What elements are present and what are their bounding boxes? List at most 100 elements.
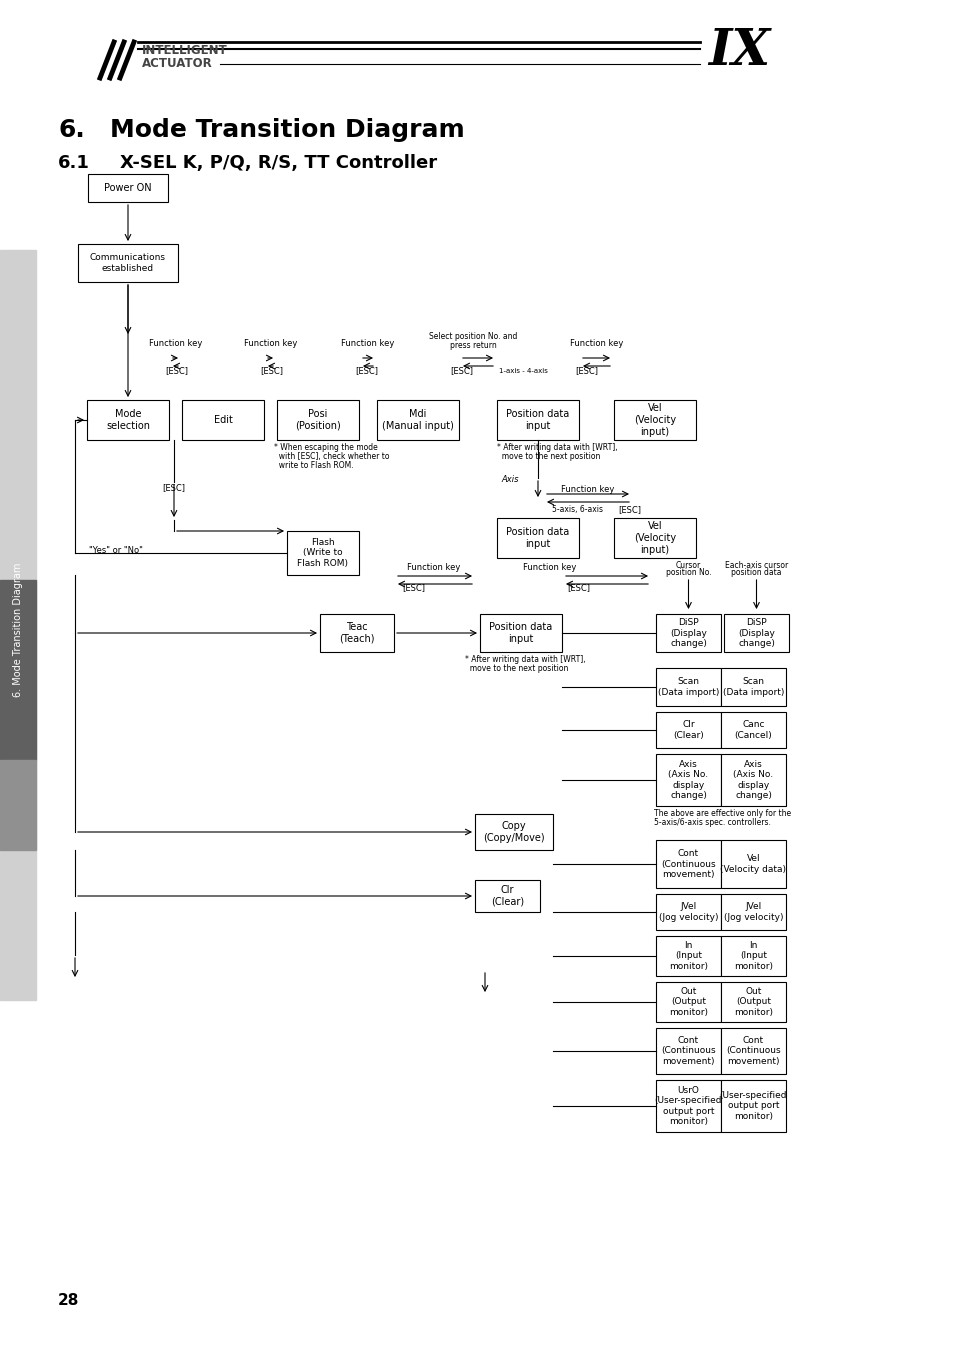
Text: Position data
input: Position data input	[506, 409, 569, 431]
Text: write to Flash ROM.: write to Flash ROM.	[274, 460, 354, 470]
Text: with [ESC], check whether to: with [ESC], check whether to	[274, 452, 389, 460]
Text: [ESC]: [ESC]	[162, 483, 185, 491]
Text: * When escaping the mode: * When escaping the mode	[274, 443, 377, 452]
Text: position data: position data	[731, 568, 781, 576]
Text: 6.1: 6.1	[58, 154, 90, 171]
Text: X-SEL K, P/Q, R/S, TT Controller: X-SEL K, P/Q, R/S, TT Controller	[120, 154, 436, 171]
Text: Position data
input: Position data input	[489, 622, 552, 644]
Text: Cont
(Continuous
movement): Cont (Continuous movement)	[660, 1035, 715, 1066]
Text: move to the next position: move to the next position	[464, 664, 568, 674]
Text: JVel
(Jog velocity): JVel (Jog velocity)	[723, 902, 782, 922]
Text: Out
(Output
monitor): Out (Output monitor)	[668, 987, 707, 1017]
Bar	[720, 981, 785, 1022]
Text: press return: press return	[449, 342, 496, 350]
Bar	[720, 840, 785, 888]
Bar	[78, 244, 178, 282]
Bar	[479, 614, 561, 652]
Text: Position data
input: Position data input	[506, 528, 569, 549]
Bar	[656, 894, 720, 930]
Text: Clr
(Clear): Clr (Clear)	[491, 886, 523, 907]
Text: Mode Transition Diagram: Mode Transition Diagram	[110, 117, 464, 142]
Bar	[656, 614, 720, 652]
Text: Clr
(Clear): Clr (Clear)	[673, 721, 703, 740]
Text: In
(Input
monitor): In (Input monitor)	[668, 941, 707, 971]
Text: Communications
established: Communications established	[90, 254, 166, 273]
Text: IX: IX	[707, 27, 769, 76]
Text: ACTUATOR: ACTUATOR	[142, 57, 213, 70]
Bar	[656, 840, 720, 888]
Bar	[656, 981, 720, 1022]
Text: UsrO
(User-specified
output port
monitor): UsrO (User-specified output port monitor…	[654, 1085, 721, 1126]
Text: Mode
selection: Mode selection	[106, 409, 150, 431]
Text: In
(Input
monitor): In (Input monitor)	[733, 941, 772, 971]
Bar	[287, 531, 358, 575]
Text: Function key: Function key	[569, 339, 622, 348]
Text: INTELLIGENT: INTELLIGENT	[142, 45, 228, 57]
Bar	[720, 755, 785, 806]
Text: Axis
(Axis No.
display
change): Axis (Axis No. display change)	[668, 760, 708, 801]
Text: Cont
(Continuous
movement): Cont (Continuous movement)	[725, 1035, 780, 1066]
Text: [ESC]: [ESC]	[355, 366, 378, 375]
Bar	[656, 755, 720, 806]
Text: [ESC]: [ESC]	[566, 583, 589, 593]
Text: DiSP
(Display
change): DiSP (Display change)	[738, 618, 774, 648]
Text: Cursor: Cursor	[675, 562, 700, 570]
Text: move to the next position: move to the next position	[497, 452, 599, 460]
Text: Function key: Function key	[341, 339, 395, 348]
Bar	[614, 518, 696, 558]
Text: (User-specified
output port
monitor): (User-specified output port monitor)	[719, 1091, 786, 1120]
Bar	[88, 174, 168, 202]
Bar	[497, 400, 578, 440]
Text: Edit: Edit	[213, 414, 233, 425]
Text: Copy
(Copy/Move): Copy (Copy/Move)	[482, 821, 544, 842]
Text: The above are effective only for the: The above are effective only for the	[654, 809, 790, 818]
Text: [ESC]: [ESC]	[618, 505, 640, 514]
Text: Vel
(Velocity
input): Vel (Velocity input)	[634, 404, 676, 436]
Bar	[720, 936, 785, 976]
Text: 6. Mode Transition Diagram: 6. Mode Transition Diagram	[13, 563, 23, 697]
Bar	[723, 614, 788, 652]
Text: JVel
(Jog velocity): JVel (Jog velocity)	[659, 902, 718, 922]
Bar	[319, 614, 394, 652]
Bar	[182, 400, 264, 440]
Text: 6.: 6.	[58, 117, 85, 142]
Text: Axis: Axis	[500, 475, 518, 485]
Bar	[376, 400, 458, 440]
Bar	[475, 880, 539, 913]
Text: position No.: position No.	[665, 568, 711, 576]
Text: Function key: Function key	[407, 563, 460, 572]
Text: Flash
(Write to
Flash ROM): Flash (Write to Flash ROM)	[297, 539, 348, 568]
Bar	[276, 400, 358, 440]
Text: Function key: Function key	[523, 563, 576, 572]
Text: Vel
(Velocity data): Vel (Velocity data)	[720, 855, 785, 873]
Bar	[720, 711, 785, 748]
Text: [ESC]: [ESC]	[260, 366, 283, 375]
Text: Each-axis cursor: Each-axis cursor	[724, 562, 787, 570]
Bar	[614, 400, 696, 440]
Bar	[656, 1027, 720, 1075]
Text: Power ON: Power ON	[104, 184, 152, 193]
Text: Function key: Function key	[244, 339, 297, 348]
Text: Select position No. and: Select position No. and	[428, 332, 517, 342]
Text: 5-axis/6-axis spec. controllers.: 5-axis/6-axis spec. controllers.	[654, 818, 770, 828]
Bar	[720, 668, 785, 706]
Text: Out
(Output
monitor): Out (Output monitor)	[733, 987, 772, 1017]
Bar	[0, 250, 36, 1000]
Bar	[656, 711, 720, 748]
Text: Function key: Function key	[560, 485, 614, 494]
Text: * After writing data with [WRT],: * After writing data with [WRT],	[464, 655, 585, 664]
Text: Vel
(Velocity
input): Vel (Velocity input)	[634, 521, 676, 555]
Text: 1-axis - 4-axis: 1-axis - 4-axis	[498, 369, 547, 374]
Text: Scan
(Data import): Scan (Data import)	[658, 678, 719, 697]
Text: [ESC]: [ESC]	[165, 366, 189, 375]
Text: [ESC]: [ESC]	[450, 366, 473, 375]
Text: [ESC]: [ESC]	[575, 366, 598, 375]
Bar	[720, 1080, 785, 1133]
Bar	[656, 1080, 720, 1133]
Bar	[720, 1027, 785, 1075]
Text: Cont
(Continuous
movement): Cont (Continuous movement)	[660, 849, 715, 879]
Text: Function key: Function key	[149, 339, 202, 348]
Text: Axis
(Axis No.
display
change): Axis (Axis No. display change)	[733, 760, 773, 801]
Text: Mdi
(Manual input): Mdi (Manual input)	[381, 409, 454, 431]
Bar	[87, 400, 169, 440]
